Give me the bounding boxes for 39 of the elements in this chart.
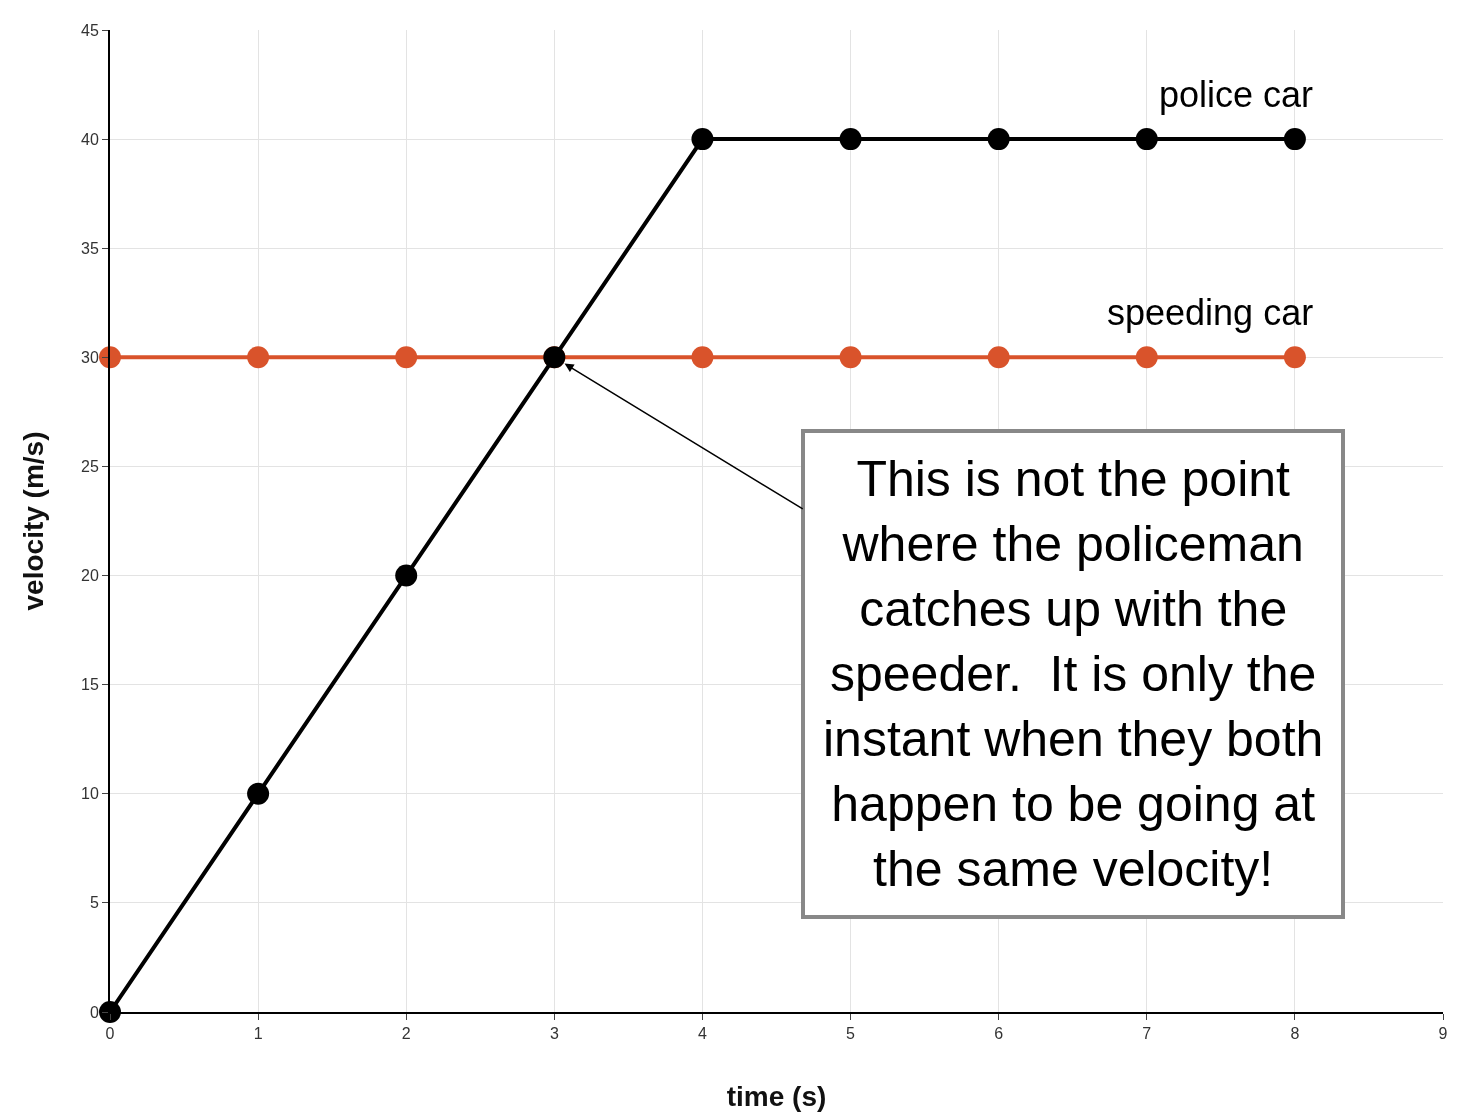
x-tick-label: 6	[994, 1025, 1004, 1043]
x-tick-label: 3	[549, 1025, 559, 1043]
y-tick-label: 35	[81, 239, 99, 257]
point	[1283, 128, 1306, 151]
point	[987, 346, 1010, 369]
point	[395, 346, 418, 369]
series-label: police car	[1159, 74, 1314, 115]
x-tick-label: 8	[1290, 1025, 1300, 1043]
x-tick-label: 5	[846, 1025, 856, 1043]
x-tick-label: 0	[105, 1025, 115, 1043]
y-tick-label: 20	[81, 567, 99, 585]
annotation: This is not the point where the policeman catches up with the speeder. It is only the instant when they both happen to be going at the same velocity!	[823, 451, 1324, 897]
y-tick-label: 5	[89, 894, 99, 912]
y-tick-label: 0	[89, 1003, 99, 1021]
point	[247, 782, 270, 805]
point	[1283, 346, 1306, 369]
series-label: speeding car	[1107, 292, 1314, 333]
y-axis-title: velocity (m/s)	[18, 431, 49, 611]
point	[839, 346, 862, 369]
point	[691, 128, 714, 151]
x-tick-label: 1	[253, 1025, 263, 1043]
x-tick-label: 2	[401, 1025, 411, 1043]
point	[247, 346, 270, 369]
x-tick-label: 7	[1142, 1025, 1152, 1043]
point	[1135, 128, 1158, 151]
y-tick-label: 30	[81, 348, 99, 366]
y-tick-label: 10	[81, 785, 99, 803]
x-tick-label: 4	[697, 1025, 707, 1043]
x-axis-title: time (s)	[726, 1081, 827, 1112]
point	[395, 564, 418, 587]
point	[691, 346, 714, 369]
point	[987, 128, 1010, 151]
y-tick-label: 40	[81, 130, 99, 148]
y-tick-label: 25	[81, 458, 99, 476]
point	[839, 128, 862, 151]
y-tick-label: 15	[81, 676, 99, 694]
x-tick-label: 9	[1438, 1025, 1448, 1043]
y-tick-label: 45	[81, 21, 99, 39]
point	[1135, 346, 1158, 369]
